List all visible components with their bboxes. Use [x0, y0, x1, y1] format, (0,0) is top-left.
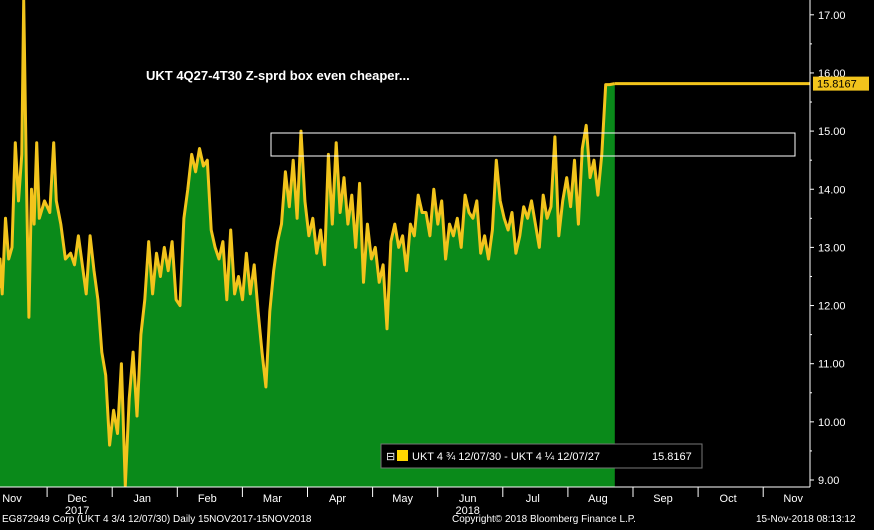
- footer-right: 15-Nov-2018 08:13:12: [756, 514, 856, 525]
- x-tick-label: Jan: [133, 493, 151, 505]
- x-tick-label: May: [392, 493, 413, 505]
- y-tick-label: 12.00: [818, 301, 846, 313]
- legend-expand-icon[interactable]: ⊟: [386, 451, 395, 463]
- x-tick-label: Oct: [720, 493, 737, 505]
- x-year-label: 2017: [65, 505, 89, 517]
- last-value-label: 15.8167: [817, 79, 857, 91]
- x-tick-label: Nov: [2, 493, 22, 505]
- last-value-tag: [813, 76, 869, 91]
- y-tick-label: 9.00: [818, 475, 839, 487]
- x-tick-label: Jul: [526, 493, 540, 505]
- x-tick-label: Feb: [198, 493, 217, 505]
- axis-layer: 17.0016.0015.0014.0013.0012.0011.0010.00…: [0, 0, 869, 517]
- x-tick-label: Mar: [263, 493, 282, 505]
- legend-swatch: [397, 450, 408, 461]
- legend-box[interactable]: ⊟ UKT 4 ¾ 12/07/30 - UKT 4 ¼ 12/07/27 15…: [380, 443, 703, 469]
- footer-middle: Copyright© 2018 Bloomberg Finance L.P.: [452, 514, 636, 525]
- y-tick-label: 10.00: [818, 417, 846, 429]
- y-tick-label: 13.00: [818, 242, 846, 254]
- y-tick-label: 14.00: [818, 184, 846, 196]
- series-area: [0, 0, 615, 488]
- y-tick-label: 11.00: [818, 359, 845, 371]
- x-tick-label: Aug: [588, 493, 608, 505]
- x-tick-label: Apr: [329, 493, 346, 505]
- series-line: [0, 0, 616, 488]
- y-tick-label: 17.00: [818, 10, 846, 22]
- chart-title: UKT 4Q27-4T30 Z-sprd box even cheaper...: [146, 68, 410, 83]
- legend-label: UKT 4 ¾ 12/07/30 - UKT 4 ¼ 12/07/27: [412, 451, 600, 463]
- x-year-label: 2018: [455, 505, 479, 517]
- x-tick-label: Sep: [653, 493, 673, 505]
- y-tick-label: 15.00: [818, 126, 846, 138]
- x-tick-label: Jun: [459, 493, 477, 505]
- footer-left: EG872949 Corp (UKT 4 3/4 12/07/30) Daily…: [2, 514, 312, 525]
- highlight-box: [270, 132, 796, 157]
- legend-value: 15.8167: [652, 451, 692, 463]
- x-tick-label: Nov: [783, 493, 803, 505]
- plot-area: [0, 0, 810, 488]
- x-tick-label: Dec: [67, 493, 87, 505]
